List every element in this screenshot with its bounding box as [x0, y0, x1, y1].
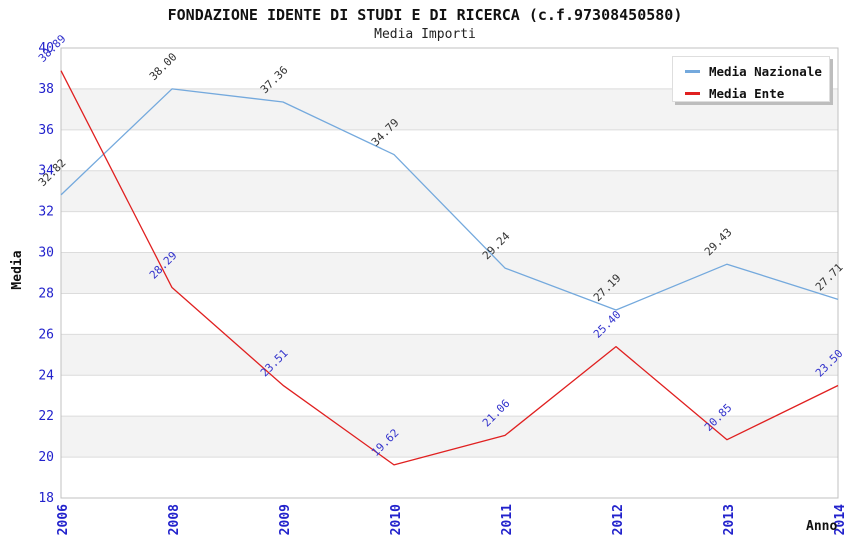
x-tick-label: 2014 — [833, 504, 848, 535]
y-axis-title: Media — [10, 250, 25, 290]
x-tick-label: 2011 — [500, 504, 515, 535]
x-tick-label: 2006 — [56, 504, 71, 535]
plot-band — [61, 170, 838, 212]
legend-label: Media Ente — [709, 86, 785, 101]
data-label-media-nazionale: 38.00 — [147, 50, 180, 83]
legend-line-swatch-red — [685, 92, 700, 95]
chart-title: FONDAZIONE IDENTE DI STUDI E DI RICERCA … — [167, 6, 683, 24]
y-tick-label: 34 — [38, 164, 54, 179]
x-tick-label: 2009 — [278, 504, 293, 535]
y-tick-label: 28 — [38, 286, 54, 301]
y-tick-label: 30 — [38, 246, 54, 261]
series-line-media-ente — [60, 70, 839, 466]
x-tick-label: 2012 — [611, 504, 626, 535]
plot-band — [61, 252, 838, 294]
x-tick-label: 2008 — [167, 504, 182, 535]
y-tick-label: 40 — [38, 41, 54, 56]
x-tick-label: 2013 — [722, 504, 737, 535]
x-tick-label: 2010 — [389, 504, 404, 535]
plot-frame — [60, 47, 839, 499]
legend-line-swatch-blue — [685, 70, 700, 73]
y-tick-label: 22 — [38, 409, 54, 424]
chart-subtitle: Media Importi — [374, 27, 476, 42]
y-tick-label: 26 — [38, 327, 54, 342]
y-tick-label: 18 — [38, 491, 54, 506]
y-tick-label: 36 — [38, 123, 54, 138]
legend-label: Media Nazionale — [709, 64, 822, 79]
y-tick-label: 32 — [38, 205, 54, 220]
plot-band — [61, 334, 838, 376]
y-tick-label: 20 — [38, 450, 54, 465]
legend-item-media-ente: Media Ente — [673, 79, 829, 101]
y-tick-label: 38 — [38, 82, 54, 97]
x-axis-title: Anno — [806, 519, 838, 534]
legend: Media Nazionale Media Ente — [672, 56, 830, 102]
series-line-media-nazionale — [60, 88, 839, 311]
legend-item-media-nazionale: Media Nazionale — [673, 57, 829, 79]
y-tick-label: 24 — [38, 368, 54, 383]
